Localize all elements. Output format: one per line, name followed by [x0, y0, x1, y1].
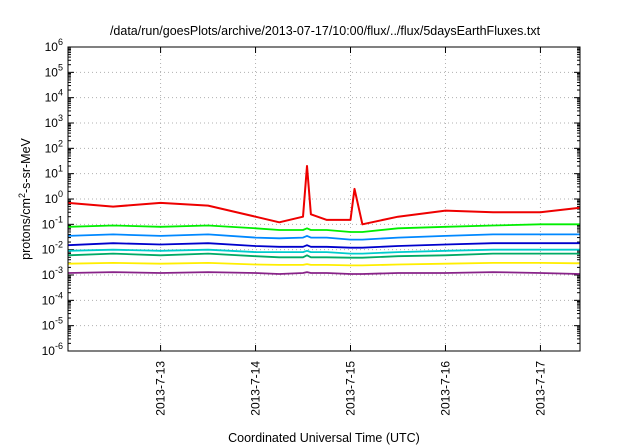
y-axis-label-pre: protons/cm [19, 198, 33, 260]
x-tick-label: 2013-7-16 [438, 361, 452, 416]
y-axis-label-sup: 2 [17, 193, 27, 198]
y-tick-exp: -2 [55, 240, 63, 250]
y-tick-exp: 5 [58, 62, 63, 72]
y-tick-exp: -3 [55, 265, 63, 275]
y-tick-label: 10-3 [42, 265, 63, 282]
y-tick-base: 10 [42, 217, 56, 231]
series-line-5 [67, 248, 580, 255]
y-tick-exp: -1 [55, 214, 63, 224]
y-tick-base: 10 [42, 319, 56, 333]
y-tick-label: 106 [45, 37, 63, 54]
y-tick-exp: 4 [58, 88, 63, 98]
x-tick-label: 2013-7-14 [249, 361, 263, 416]
series-line-6 [67, 252, 580, 259]
series-line-2 [67, 223, 580, 233]
y-tick-exp: 3 [58, 113, 63, 123]
y-tick-exp: -5 [55, 316, 63, 326]
y-tick-label: 104 [45, 88, 63, 105]
y-tick-base: 10 [45, 116, 59, 130]
plot-frame [67, 46, 581, 352]
y-tick-exp: 1 [58, 164, 63, 174]
y-tick-label: 10-5 [42, 316, 63, 333]
y-tick-base: 10 [42, 268, 56, 282]
y-axis-ticks: 10610510410310210110010-110-210-310-410-… [42, 37, 580, 358]
series-line-1 [67, 165, 581, 226]
y-tick-base: 10 [45, 167, 59, 181]
y-tick-base: 10 [45, 91, 59, 105]
y-tick-base: 10 [45, 65, 59, 79]
y-tick-label: 10-4 [42, 290, 63, 307]
y-axis-label: protons/cm2-s-sr-MeV [17, 137, 33, 259]
y-tick-exp: -4 [55, 290, 63, 300]
y-tick-base: 10 [45, 192, 59, 206]
y-tick-label: 105 [45, 62, 63, 79]
x-axis-ticks: 2013-7-13 2013-7-14 2013-7-15 2013-7-16 2013… [154, 47, 547, 416]
y-tick-label: 10-6 [42, 341, 63, 358]
y-tick-label: 102 [45, 138, 63, 155]
series-line-7 [67, 261, 581, 267]
y-tick-label: 10-1 [42, 214, 63, 231]
y-tick-base: 10 [45, 141, 59, 155]
y-tick-base: 10 [45, 40, 59, 54]
y-tick-base: 10 [42, 293, 56, 307]
y-tick-label: 10-2 [42, 240, 63, 257]
y-tick-exp: 0 [58, 189, 63, 199]
y-tick-label: 101 [45, 164, 63, 181]
x-tick-label: 2013-7-17 [533, 361, 547, 416]
y-tick-base: 10 [42, 243, 56, 257]
series-line-4 [67, 242, 580, 249]
series-line-3 [67, 233, 580, 241]
chart-title: /data/run/goesPlots/archive/2013-07-17/1… [110, 24, 541, 38]
y-tick-label: 103 [45, 113, 63, 130]
series-line-8 [67, 271, 581, 275]
y-tick-exp: 6 [58, 37, 63, 47]
y-axis-label-post: -s-sr-MeV [19, 137, 33, 193]
y-tick-exp: -6 [55, 341, 63, 351]
grid-lines [68, 47, 580, 351]
x-axis-label: Coordinated Universal Time (UTC) [228, 431, 420, 445]
y-tick-label: 100 [45, 189, 63, 206]
y-tick-base: 10 [42, 344, 56, 358]
series-group [67, 165, 581, 275]
x-tick-label: 2013-7-13 [154, 361, 168, 416]
x-tick-label: 2013-7-15 [344, 361, 358, 416]
y-tick-exp: 2 [58, 138, 63, 148]
